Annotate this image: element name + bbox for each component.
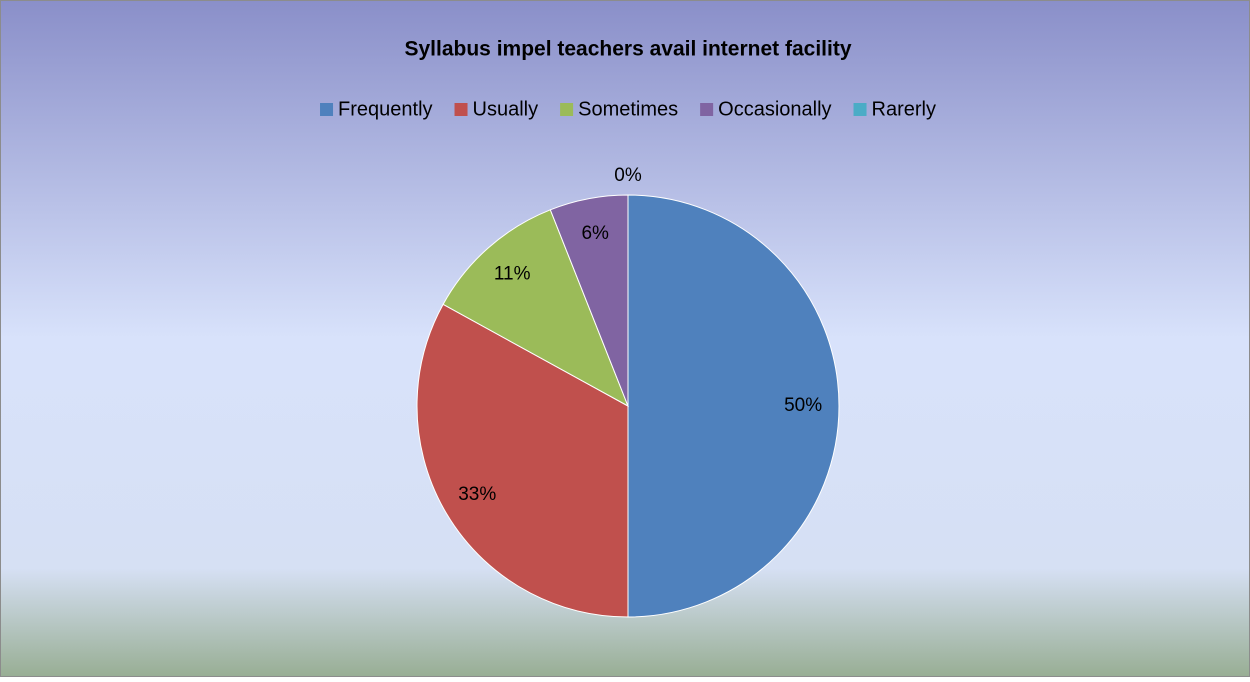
chart-title: Syllabus impel teachers avail internet f… bbox=[404, 38, 851, 61]
legend-swatch bbox=[560, 103, 574, 116]
data-label: 6% bbox=[581, 223, 609, 244]
data-label: 0% bbox=[614, 165, 642, 186]
pie-slice bbox=[627, 194, 840, 618]
data-label: 50% bbox=[784, 395, 822, 416]
legend-label: Usually bbox=[473, 98, 539, 120]
legend-swatch bbox=[454, 103, 468, 116]
pie-slice bbox=[549, 194, 629, 407]
legend: Frequently Usually Sometimes Occasionally Ra… bbox=[320, 98, 936, 120]
legend-label: Frequently bbox=[338, 98, 433, 120]
data-label: 33% bbox=[458, 484, 496, 505]
legend-label: Occasionally bbox=[718, 98, 831, 120]
pie-slice bbox=[416, 303, 629, 618]
legend-swatch bbox=[700, 103, 714, 116]
legend-swatch bbox=[320, 103, 334, 116]
data-label: 11% bbox=[494, 264, 531, 285]
legend-label: Rarerly bbox=[872, 98, 936, 120]
legend-label: Sometimes bbox=[578, 98, 678, 120]
pie-slice bbox=[442, 209, 629, 408]
legend-swatch bbox=[853, 103, 867, 116]
